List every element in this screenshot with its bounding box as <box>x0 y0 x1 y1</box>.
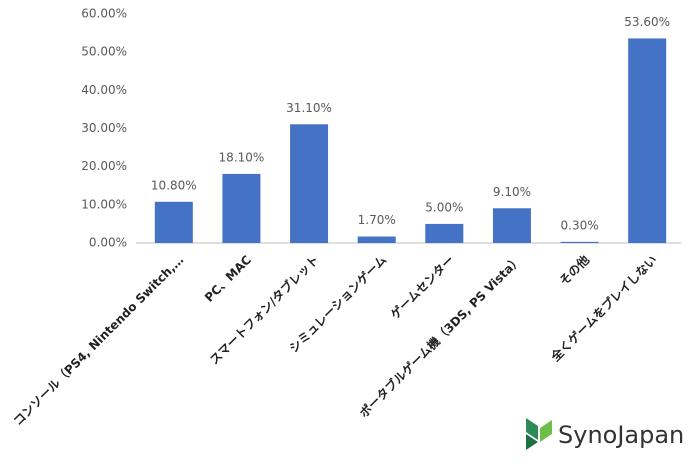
y-tick-label: 20.00% <box>81 159 127 173</box>
bar <box>425 223 464 243</box>
bar <box>222 173 261 243</box>
y-tick-label: 60.00% <box>81 7 127 21</box>
data-label: 9.10% <box>493 185 531 199</box>
data-label: 10.80% <box>151 178 197 192</box>
bar <box>628 38 667 243</box>
x-tick-label: スマートフォン/タブレット <box>206 252 321 367</box>
x-tick-label: 全くゲームをプレイしない <box>547 252 660 365</box>
bar <box>154 201 193 243</box>
x-tick-label: PC、MAC <box>202 253 254 305</box>
y-tick-label: 50.00% <box>81 45 127 59</box>
data-label: 53.60% <box>624 15 670 29</box>
x-tick-label: その他 <box>556 252 592 288</box>
y-tick-label: 10.00% <box>81 197 127 211</box>
bar <box>290 124 329 243</box>
y-tick-label: 30.00% <box>81 121 127 135</box>
y-tick-label: 0.00% <box>89 236 127 250</box>
data-label: 0.30% <box>561 218 599 232</box>
x-tick-label: コンソール（PS4, Nintendo Switch,… <box>10 252 186 428</box>
bar <box>560 241 599 243</box>
logo-text: SynoJapan <box>558 421 684 449</box>
x-tick-label: ゲームセンター <box>387 252 457 322</box>
y-tick-label: 40.00% <box>81 83 127 97</box>
data-label: 5.00% <box>425 200 463 214</box>
logo-icon <box>526 418 552 450</box>
data-label: 18.10% <box>219 150 265 164</box>
bar <box>492 208 531 243</box>
data-label: 31.10% <box>286 101 332 115</box>
data-label: 1.70% <box>358 213 396 227</box>
bar <box>357 236 396 243</box>
